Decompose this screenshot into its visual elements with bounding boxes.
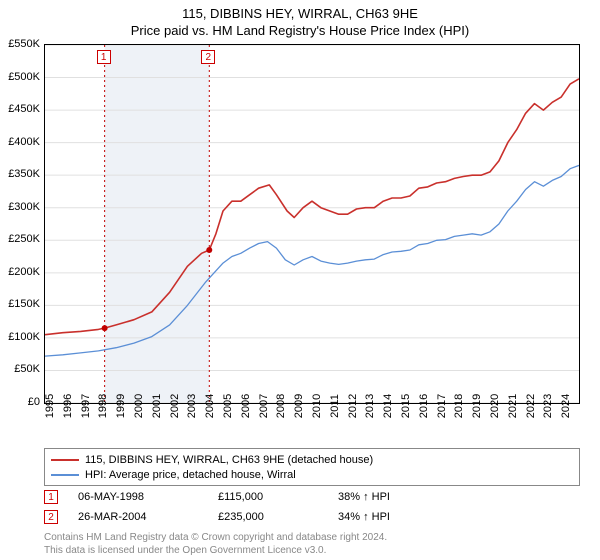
- ytick-label: £300K: [0, 201, 40, 213]
- xtick-label: 2014: [382, 394, 394, 418]
- ytick-label: £500K: [0, 71, 40, 83]
- title-sub: Price paid vs. HM Land Registry's House …: [0, 21, 600, 38]
- xtick-label: 2021: [507, 394, 519, 418]
- ytick-label: £0: [0, 396, 40, 408]
- xtick-label: 2010: [311, 394, 323, 418]
- xtick-label: 2018: [453, 394, 465, 418]
- chart-plot-area: [44, 44, 580, 404]
- xtick-label: 2007: [258, 394, 270, 418]
- xtick-label: 1997: [80, 394, 92, 418]
- xtick-label: 2016: [418, 394, 430, 418]
- legend-label: HPI: Average price, detached house, Wirr…: [85, 469, 296, 481]
- xtick-label: 2004: [204, 394, 216, 418]
- ytick-label: £400K: [0, 136, 40, 148]
- chart-marker-box: 2: [201, 50, 215, 64]
- footer-line: Contains HM Land Registry data © Crown c…: [44, 532, 580, 545]
- legend: 115, DIBBINS HEY, WIRRAL, CH63 9HE (deta…: [44, 448, 580, 486]
- sale-date: 26-MAR-2004: [78, 511, 218, 523]
- xtick-label: 2017: [436, 394, 448, 418]
- xtick-label: 2019: [471, 394, 483, 418]
- xtick-label: 1995: [44, 394, 56, 418]
- xtick-label: 1998: [97, 394, 109, 418]
- xtick-label: 1996: [62, 394, 74, 418]
- footer-line: This data is licensed under the Open Gov…: [44, 545, 580, 558]
- ytick-label: £200K: [0, 266, 40, 278]
- xtick-label: 2005: [222, 394, 234, 418]
- xtick-label: 2011: [329, 394, 341, 418]
- chart-svg: [45, 45, 579, 403]
- xtick-label: 2015: [400, 394, 412, 418]
- sale-hpi: 34% ↑ HPI: [338, 511, 580, 523]
- xtick-label: 2023: [542, 394, 554, 418]
- legend-item: 115, DIBBINS HEY, WIRRAL, CH63 9HE (deta…: [51, 452, 573, 467]
- xtick-label: 2002: [169, 394, 181, 418]
- xtick-label: 2000: [133, 394, 145, 418]
- sale-hpi: 38% ↑ HPI: [338, 491, 580, 503]
- sale-row: 1 06-MAY-1998 £115,000 38% ↑ HPI: [44, 490, 580, 504]
- sale-row: 2 26-MAR-2004 £235,000 34% ↑ HPI: [44, 510, 580, 524]
- xtick-label: 2024: [560, 394, 572, 418]
- legend-item: HPI: Average price, detached house, Wirr…: [51, 467, 573, 482]
- chart-marker-box: 1: [97, 50, 111, 64]
- xtick-label: 2020: [489, 394, 501, 418]
- xtick-label: 2008: [275, 394, 287, 418]
- xtick-label: 2012: [347, 394, 359, 418]
- xtick-label: 2013: [364, 394, 376, 418]
- ytick-label: £550K: [0, 38, 40, 50]
- xtick-label: 2009: [293, 394, 305, 418]
- xtick-label: 2006: [240, 394, 252, 418]
- ytick-label: £250K: [0, 233, 40, 245]
- ytick-label: £450K: [0, 103, 40, 115]
- ytick-label: £100K: [0, 331, 40, 343]
- xtick-label: 2001: [151, 394, 163, 418]
- sale-price: £235,000: [218, 511, 338, 523]
- title-main: 115, DIBBINS HEY, WIRRAL, CH63 9HE: [0, 0, 600, 21]
- sale-marker-icon: 1: [44, 490, 58, 504]
- sale-date: 06-MAY-1998: [78, 491, 218, 503]
- legend-label: 115, DIBBINS HEY, WIRRAL, CH63 9HE (deta…: [85, 454, 373, 466]
- chart-container: 115, DIBBINS HEY, WIRRAL, CH63 9HE Price…: [0, 0, 600, 560]
- xtick-label: 1999: [115, 394, 127, 418]
- footer: Contains HM Land Registry data © Crown c…: [44, 532, 580, 557]
- xtick-label: 2022: [525, 394, 537, 418]
- sale-marker-icon: 2: [44, 510, 58, 524]
- legend-swatch: [51, 474, 79, 476]
- ytick-label: £50K: [0, 363, 40, 375]
- ytick-label: £150K: [0, 298, 40, 310]
- sale-price: £115,000: [218, 491, 338, 503]
- ytick-label: £350K: [0, 168, 40, 180]
- xtick-label: 2003: [186, 394, 198, 418]
- legend-swatch: [51, 459, 79, 461]
